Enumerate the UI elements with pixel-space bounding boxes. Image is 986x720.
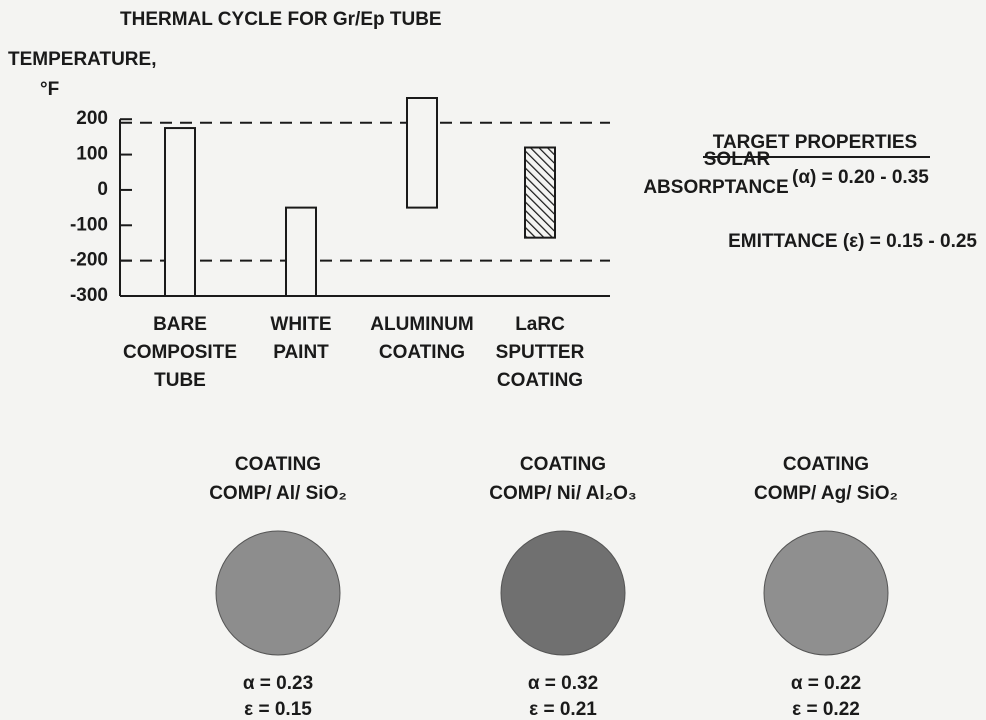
sample-heading: COATING: [520, 454, 606, 475]
solar-label: ABSORPTANCE: [643, 177, 788, 198]
sample-disk: [500, 530, 626, 656]
y-axis-label: TEMPERATURE,: [8, 49, 156, 70]
sample-composition: COMP/ Al/ SiO₂: [209, 483, 347, 504]
emittance: EMITTANCE (ε) = 0.15 - 0.25: [728, 231, 977, 252]
sample-composition: COMP/ Ag/ SiO₂: [754, 483, 898, 504]
sample-disk: [763, 530, 889, 656]
sample-epsilon: ε = 0.15: [244, 699, 312, 720]
x-tick-label: WHITE: [270, 314, 331, 335]
sample-disk: [215, 530, 341, 656]
x-tick-label: BARE: [153, 314, 207, 335]
bar: [285, 206, 317, 298]
sample-epsilon: ε = 0.22: [792, 699, 860, 720]
sample-composition: COMP/ Ni/ Al₂O₃: [489, 483, 636, 504]
x-tick-label: TUBE: [154, 370, 206, 391]
chart-title: THERMAL CYCLE FOR Gr/Ep TUBE: [120, 9, 442, 30]
bar: [524, 146, 556, 239]
x-tick-label: LaRC: [515, 314, 565, 335]
y-tick-label: 200: [76, 108, 108, 129]
x-tick-label: ALUMINUM: [370, 314, 473, 335]
y-tick-label: 0: [97, 179, 108, 200]
sample-heading: COATING: [783, 454, 869, 475]
bar: [406, 97, 438, 209]
y-tick-label: -200: [70, 250, 108, 271]
sample-epsilon: ε = 0.21: [529, 699, 597, 720]
x-tick-label: COATING: [497, 370, 583, 391]
y-tick-label: -100: [70, 214, 108, 235]
x-tick-label: PAINT: [273, 342, 329, 363]
sample-alpha: α = 0.32: [528, 673, 598, 694]
solar-value: (α) = 0.20 - 0.35: [792, 167, 929, 188]
sample-alpha: α = 0.22: [791, 673, 861, 694]
bar: [164, 127, 196, 297]
x-tick-label: COATING: [379, 342, 465, 363]
solar-label: SOLAR: [704, 149, 771, 170]
y-axis-unit: °F: [40, 79, 59, 100]
x-tick-label: SPUTTER: [496, 342, 585, 363]
sample-alpha: α = 0.23: [243, 673, 313, 694]
target-title: TARGET PROPERTIES: [713, 132, 917, 153]
x-tick-label: COMPOSITE: [123, 342, 237, 363]
y-tick-label: -300: [70, 285, 108, 306]
sample-heading: COATING: [235, 454, 321, 475]
y-tick-label: 100: [76, 144, 108, 165]
